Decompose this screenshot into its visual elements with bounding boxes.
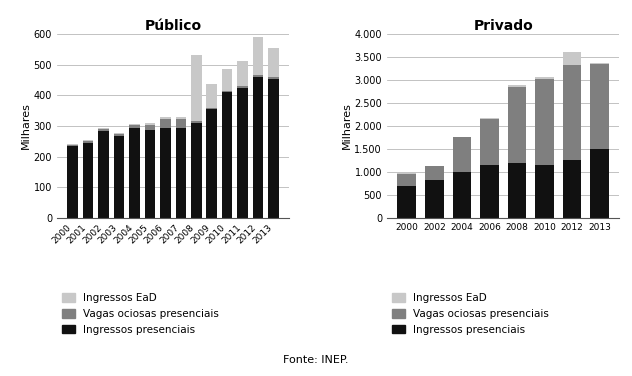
Bar	[398, 173, 416, 174]
Bar	[507, 163, 526, 218]
Bar	[268, 77, 279, 79]
Bar	[453, 137, 471, 138]
Bar	[398, 174, 416, 186]
Bar	[160, 117, 171, 119]
Title: Privado: Privado	[473, 19, 533, 33]
Bar	[507, 85, 526, 87]
Bar	[99, 128, 109, 129]
Title: Público: Público	[145, 19, 202, 33]
Bar	[562, 52, 581, 65]
Bar	[253, 37, 264, 75]
Bar	[191, 123, 202, 218]
Bar	[238, 88, 248, 218]
Bar	[398, 186, 416, 218]
Bar	[114, 136, 125, 218]
Bar	[83, 143, 94, 218]
Bar	[68, 144, 78, 145]
Y-axis label: Milhares: Milhares	[21, 103, 31, 149]
Bar	[129, 128, 140, 218]
Bar	[480, 118, 499, 119]
Text: Fonte: INEP.: Fonte: INEP.	[283, 355, 349, 365]
Bar	[480, 119, 499, 165]
Bar	[145, 130, 155, 218]
Bar	[145, 123, 155, 125]
Bar	[207, 83, 217, 108]
Bar	[562, 65, 581, 160]
Bar	[207, 109, 217, 218]
Bar	[590, 63, 609, 64]
Bar	[176, 128, 186, 218]
Bar	[68, 146, 78, 218]
Bar	[453, 172, 471, 218]
Bar	[129, 124, 140, 125]
Bar	[238, 61, 248, 86]
Bar	[425, 167, 444, 180]
Bar	[207, 108, 217, 109]
Bar	[99, 131, 109, 218]
Bar	[222, 91, 233, 92]
Bar	[590, 149, 609, 218]
Bar	[253, 75, 264, 77]
Bar	[480, 165, 499, 218]
Bar	[535, 79, 554, 165]
Bar	[253, 77, 264, 218]
Bar	[535, 77, 554, 79]
Bar	[238, 86, 248, 88]
Bar	[114, 133, 125, 136]
Bar	[268, 79, 279, 218]
Bar	[99, 129, 109, 131]
Y-axis label: Milhares: Milhares	[341, 103, 351, 149]
Bar	[268, 48, 279, 77]
Bar	[222, 69, 233, 91]
Bar	[425, 166, 444, 167]
Legend: Ingressos EaD, Vagas ociosas presenciais, Ingressos presenciais: Ingressos EaD, Vagas ociosas presenciais…	[62, 293, 219, 335]
Bar	[83, 140, 94, 141]
Bar	[68, 145, 78, 146]
Legend: Ingressos EaD, Vagas ociosas presenciais, Ingressos presenciais: Ingressos EaD, Vagas ociosas presenciais…	[392, 293, 549, 335]
Bar	[535, 165, 554, 218]
Bar	[507, 87, 526, 163]
Bar	[145, 125, 155, 130]
Bar	[176, 117, 186, 119]
Bar	[83, 141, 94, 143]
Bar	[160, 128, 171, 218]
Bar	[590, 64, 609, 149]
Bar	[222, 92, 233, 218]
Bar	[191, 55, 202, 121]
Bar	[176, 119, 186, 128]
Bar	[453, 138, 471, 172]
Bar	[191, 121, 202, 123]
Bar	[425, 180, 444, 218]
Bar	[562, 160, 581, 218]
Bar	[160, 119, 171, 128]
Bar	[129, 125, 140, 128]
